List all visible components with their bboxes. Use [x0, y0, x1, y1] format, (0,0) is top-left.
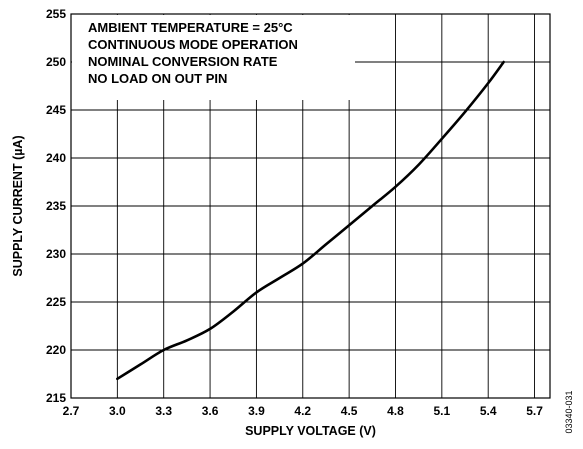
x-axis-label: SUPPLY VOLTAGE (V) [245, 424, 376, 438]
x-tick-label: 3.9 [248, 404, 265, 418]
x-tick-label: 4.2 [294, 404, 311, 418]
figure-id: 03340-031 [564, 390, 574, 433]
annotation-line: NO LOAD ON OUT PIN [88, 71, 227, 86]
y-axis-label: SUPPLY CURRENT (µA) [11, 135, 25, 276]
plot-frame [70, 13, 551, 399]
annotation-line: AMBIENT TEMPERATURE = 25°C [88, 20, 293, 35]
y-tick-label: 240 [46, 151, 66, 165]
x-tick-label: 4.5 [341, 404, 358, 418]
y-tick-label: 230 [46, 247, 66, 261]
y-tick-label: 250 [46, 55, 66, 69]
x-tick-label: 3.6 [202, 404, 219, 418]
x-tick-label: 4.8 [387, 404, 404, 418]
y-tick-label: 215 [46, 391, 66, 405]
y-tick-label: 235 [46, 199, 66, 213]
x-tick-label: 3.3 [155, 404, 172, 418]
y-tick-label: 220 [46, 343, 66, 357]
y-tick-labels: 215 220 225 230 235 240 245 250 255 [46, 7, 66, 405]
x-tick-label: 5.4 [480, 404, 497, 418]
annotation-line: CONTINUOUS MODE OPERATION [88, 37, 298, 52]
annotation-line: NOMINAL CONVERSION RATE [88, 54, 278, 69]
y-tick-label: 245 [46, 103, 66, 117]
x-tick-labels: 2.7 3.0 3.3 3.6 3.9 4.2 4.5 4.8 5.1 5.4 5.7 [63, 404, 544, 418]
series-layer [116, 60, 505, 381]
annotation-text: AMBIENT TEMPERATURE = 25°C CONTINUOUS MOD… [88, 20, 298, 86]
x-tick-label: 5.7 [526, 404, 543, 418]
x-tick-label: 5.1 [433, 404, 450, 418]
y-tick-label: 225 [46, 295, 66, 309]
x-tick-label: 2.7 [63, 404, 80, 418]
series-line [116, 60, 505, 381]
annotation-box [72, 15, 355, 100]
x-tick-label: 3.0 [109, 404, 126, 418]
y-tick-label: 255 [46, 7, 66, 21]
